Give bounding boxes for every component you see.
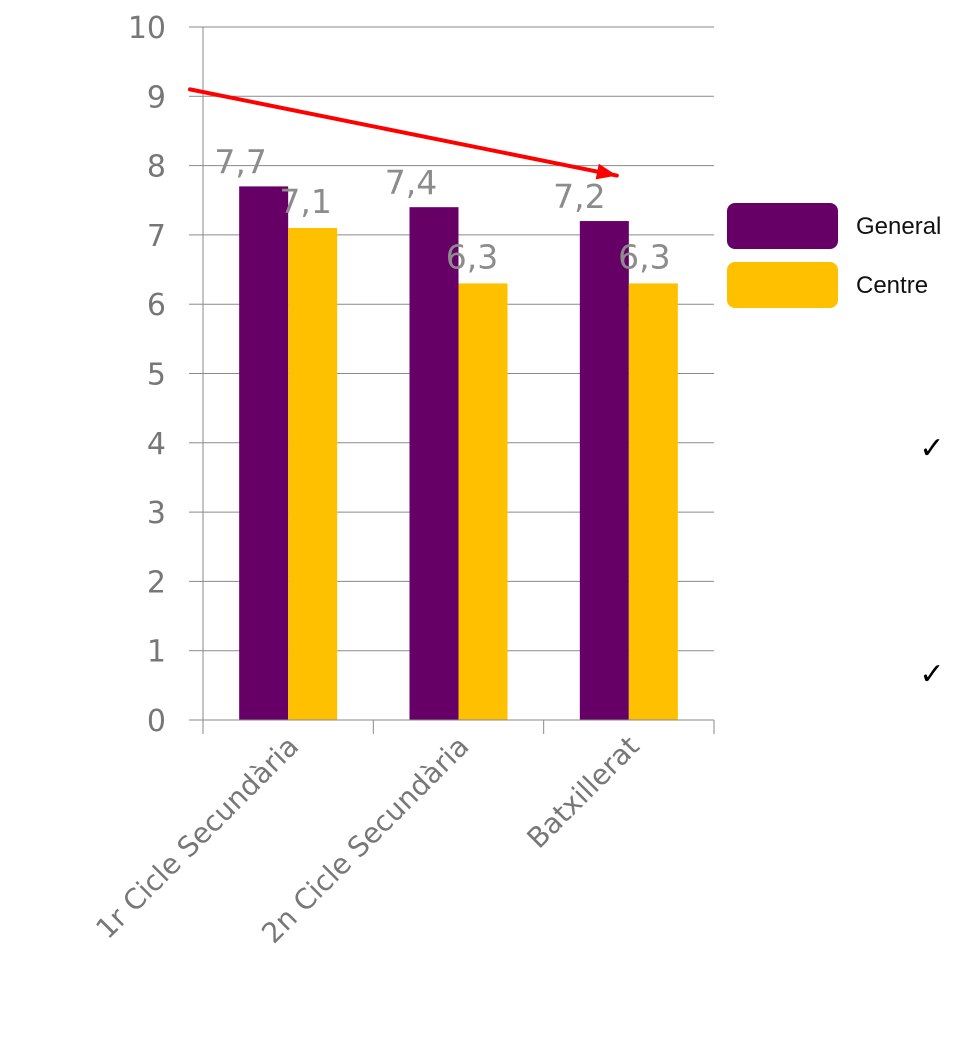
y-tick-label: 4 (147, 427, 166, 462)
y-tick-label: 0 (147, 704, 166, 739)
y-tick-label: 9 (147, 80, 166, 115)
bar-general (409, 207, 459, 720)
data-label: 7,4 (385, 163, 437, 202)
data-label: 7,7 (214, 142, 266, 181)
y-axis-tick-labels: 0 1 2 3 4 5 6 7 8 9 10 (128, 11, 166, 739)
legend-swatch-centre (727, 262, 838, 308)
x-tick-label: Batxillerat (521, 730, 646, 855)
bars (239, 186, 678, 721)
y-tick-label: 6 (147, 288, 166, 323)
y-tick-label: 10 (128, 11, 166, 46)
legend-label-general: General (856, 213, 941, 240)
y-tick-label: 3 (147, 496, 166, 531)
y-tick-label: 7 (147, 219, 166, 254)
bar-centre (628, 283, 678, 720)
axes (189, 26, 715, 734)
data-labels: 7,7 7,4 7,2 7,1 6,3 6,3 (214, 142, 670, 276)
bar-centre (458, 283, 508, 720)
arrow-line (188, 87, 619, 178)
y-tick-label: 1 (147, 635, 166, 670)
legend-label-centre: Centre (856, 272, 928, 299)
checkmarks: ✓ ✓ (919, 431, 944, 692)
data-label: 6,3 (618, 237, 670, 276)
arrowhead-icon (595, 163, 617, 180)
legend-swatch-general (727, 203, 838, 249)
checkmark-icon: ✓ (919, 657, 944, 692)
y-tick-label: 2 (147, 565, 166, 600)
data-label: 7,1 (279, 182, 331, 221)
bar-centre (288, 227, 338, 720)
data-label: 6,3 (446, 237, 498, 276)
bar-general (579, 221, 629, 721)
legend: General Centre (727, 203, 941, 308)
y-tick-label: 8 (147, 150, 166, 185)
bar-general (239, 186, 289, 720)
y-tick-label: 5 (147, 358, 166, 393)
trend-arrow (188, 87, 619, 180)
checkmark-icon: ✓ (919, 431, 944, 466)
data-label: 7,2 (553, 177, 605, 216)
